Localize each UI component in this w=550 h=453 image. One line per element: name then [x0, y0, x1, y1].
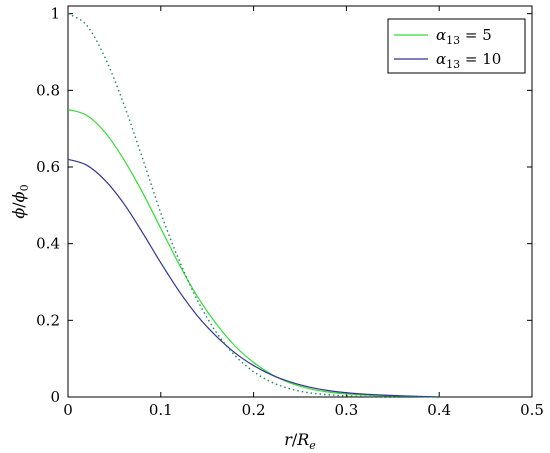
y-tick-label: 1 [50, 5, 60, 23]
series-line-0 [67, 108, 440, 398]
y-tick-label: 0.2 [36, 311, 60, 329]
x-axis-label: r/Re [284, 430, 316, 452]
y-tick-label: 0 [50, 388, 60, 406]
y-tick-label: 0.4 [36, 235, 60, 253]
x-tick-label: 0.5 [520, 401, 544, 419]
legend: α13 = 5 α13 = 10 [387, 18, 526, 74]
series-group [67, 13, 440, 398]
x-tick-label: 0.3 [334, 401, 358, 419]
tick-group: 0 0.1 0.2 0.3 0.4 0.5 0 0.2 0.4 0.6 0.8 1 [36, 5, 544, 419]
legend-label-alpha-10: α13 = 10 [436, 50, 501, 71]
x-tick-label: 0.2 [242, 401, 266, 419]
legend-box [387, 18, 526, 74]
series-line-2 [67, 13, 440, 398]
y-tick-label: 0.6 [36, 158, 60, 176]
x-tick-label: 0.1 [149, 401, 173, 419]
y-axis-label: ϕ/ϕ0 [9, 184, 31, 218]
series-line-1 [67, 158, 440, 398]
x-tick-label: 0.4 [427, 401, 451, 419]
legend-label-alpha-5: α13 = 5 [436, 26, 492, 47]
plot-frame [67, 5, 533, 398]
x-tick-label: 0 [63, 401, 73, 419]
y-tick-label: 0.8 [36, 81, 60, 99]
